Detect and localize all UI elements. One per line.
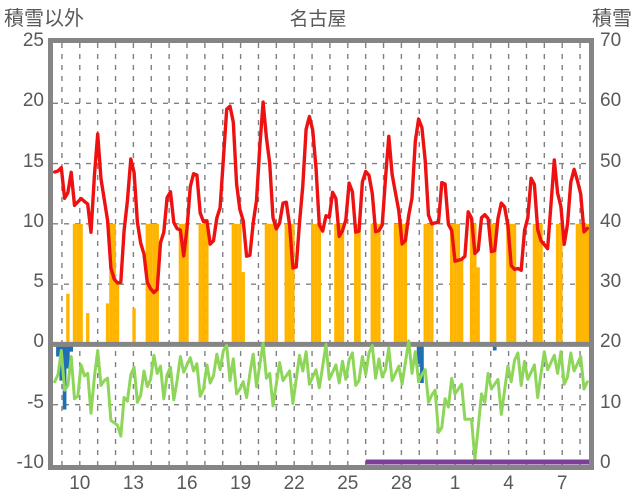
y-tick-right: 10 — [600, 391, 622, 413]
x-tick: 10 — [69, 473, 91, 494]
y-tick-right: 30 — [600, 271, 622, 293]
y-tick-right: 20 — [600, 331, 622, 353]
x-tick: 16 — [176, 473, 198, 494]
y-tick-left: 15 — [22, 150, 44, 172]
y-tick-left: 0 — [33, 331, 44, 353]
y-tick-left: -10 — [16, 452, 44, 473]
x-tick: 13 — [122, 473, 144, 494]
y-tick-right: 0 — [600, 452, 611, 473]
y-tick-right: 40 — [600, 210, 622, 232]
y-tick-left: 10 — [22, 210, 44, 232]
x-tick: 25 — [337, 473, 359, 494]
min-temperature-line — [53, 339, 589, 461]
left-axis-unit-label: 積雪以外 — [4, 8, 84, 30]
x-tick: 19 — [230, 473, 252, 494]
right-axis-unit-label: 積雪 — [592, 8, 632, 30]
y-tick-right: 70 — [600, 30, 622, 51]
y-tick-right: 50 — [600, 150, 622, 172]
x-tick: 22 — [283, 473, 305, 494]
x-tick: 1 — [449, 473, 461, 494]
plot-area — [53, 43, 589, 465]
y-tick-left: 20 — [22, 90, 44, 112]
max-temperature-line — [53, 100, 589, 295]
y-tick-right: 60 — [600, 90, 622, 112]
chart-title: 名古屋 — [289, 9, 347, 30]
x-tick: 28 — [390, 473, 412, 494]
y-tick-left: 5 — [33, 271, 44, 293]
x-tick: 7 — [556, 473, 568, 494]
y-tick-left: -5 — [27, 391, 44, 413]
chart-canvas — [53, 43, 589, 465]
y-tick-left: 25 — [22, 30, 44, 51]
x-tick: 4 — [503, 473, 514, 494]
